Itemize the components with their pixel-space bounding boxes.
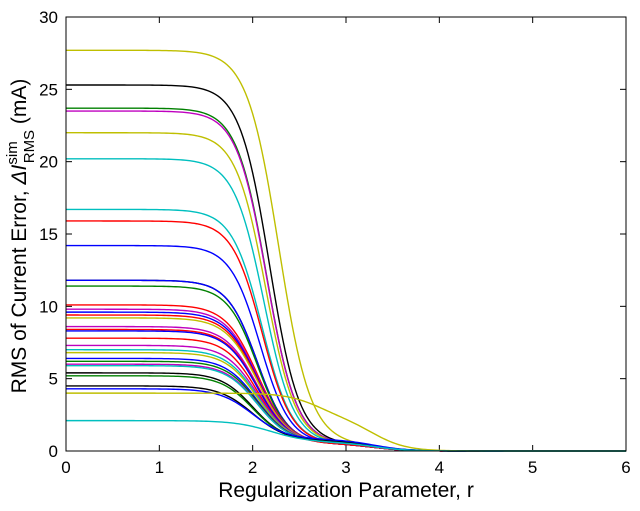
y-tick-label: 10 [39, 297, 58, 316]
series-line-1 [66, 49, 626, 452]
plot-frame [65, 16, 627, 452]
y-tick-label: 20 [39, 153, 58, 172]
y-axis-label: RMS of Current Error, ΔIsimRMS (mA) [4, 79, 38, 394]
y-tick-label: 15 [39, 225, 58, 244]
x-tick-label: 3 [341, 458, 350, 477]
x-tick-label: 2 [248, 458, 257, 477]
series-line-16 [66, 314, 626, 452]
series-line-2 [66, 84, 626, 452]
y-axis-label-symbol: ΔI [8, 164, 31, 185]
y-axis-label-prefix: RMS of Current Error, [8, 185, 31, 394]
x-tick-label: 4 [435, 458, 444, 477]
series-line-19 [66, 328, 626, 452]
series-line-28 [66, 364, 626, 452]
series-line-27 [66, 363, 626, 452]
x-axis-label: Regularization Parameter, r [218, 479, 474, 502]
series-line-15 [66, 311, 626, 452]
series-line-20 [66, 330, 626, 452]
y-axis-label-subscript: RMS [21, 130, 38, 163]
y-tick-label: 5 [49, 370, 58, 389]
series-lines [66, 49, 626, 452]
x-tick-label: 1 [155, 458, 164, 477]
series-line-8 [66, 220, 626, 452]
series-line-21 [66, 337, 626, 452]
series-line-26 [66, 360, 626, 452]
x-tick-label: 6 [621, 458, 630, 477]
y-tick-label: 30 [39, 8, 58, 27]
series-line-12 [66, 285, 626, 452]
y-axis-label-superscript: sim [4, 141, 21, 164]
axis-ticks: 0 1 2 3 4 5 6 0 5 10 15 20 25 30 [39, 8, 631, 477]
y-tick-label: 0 [49, 442, 58, 461]
y-tick-label: 25 [39, 80, 58, 99]
x-tick-label: 0 [61, 458, 70, 477]
series-line-5 [66, 132, 626, 452]
series-line-24 [66, 351, 626, 452]
y-axis-label-suffix: (mA) [8, 79, 31, 130]
x-tick-label: 5 [528, 458, 537, 477]
